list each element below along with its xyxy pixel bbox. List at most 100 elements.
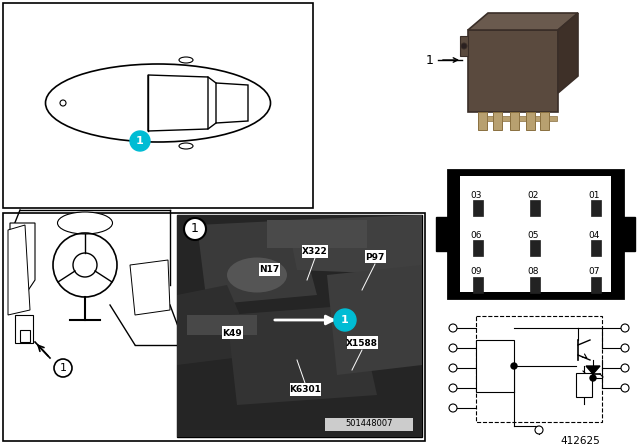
Text: 1: 1 — [341, 315, 349, 325]
Text: 08: 08 — [527, 267, 538, 276]
Bar — [15, 315, 33, 343]
Bar — [3, 213, 425, 441]
Bar — [448, 170, 623, 298]
Polygon shape — [177, 285, 257, 365]
Circle shape — [621, 344, 629, 352]
Circle shape — [449, 404, 457, 412]
Ellipse shape — [227, 258, 287, 293]
Polygon shape — [558, 13, 578, 93]
Bar — [289, 383, 321, 396]
Text: 1: 1 — [60, 363, 67, 373]
Bar — [519, 116, 527, 121]
Text: 03: 03 — [470, 190, 481, 199]
Circle shape — [60, 100, 66, 106]
Circle shape — [54, 359, 72, 377]
Text: 09: 09 — [470, 267, 481, 276]
Circle shape — [621, 364, 629, 372]
Bar — [540, 112, 549, 130]
Circle shape — [130, 131, 150, 151]
Bar — [468, 30, 558, 112]
Circle shape — [184, 218, 206, 240]
Polygon shape — [287, 215, 422, 275]
Bar — [476, 340, 514, 392]
Circle shape — [621, 324, 629, 332]
Bar — [473, 240, 483, 256]
Bar — [473, 277, 483, 293]
Bar — [549, 116, 557, 121]
Bar — [476, 316, 602, 422]
Text: 1: 1 — [191, 223, 199, 236]
Polygon shape — [10, 223, 35, 295]
Text: 501448007: 501448007 — [345, 419, 393, 428]
Bar — [530, 200, 540, 216]
Polygon shape — [148, 75, 208, 131]
Polygon shape — [327, 265, 422, 375]
Ellipse shape — [45, 64, 271, 142]
Polygon shape — [197, 220, 317, 305]
Bar — [187, 315, 257, 335]
Bar — [487, 116, 495, 121]
Bar — [259, 263, 280, 276]
Circle shape — [461, 43, 467, 49]
Circle shape — [449, 344, 457, 352]
Text: 06: 06 — [470, 231, 481, 240]
Text: 04: 04 — [588, 231, 600, 240]
Circle shape — [621, 384, 629, 392]
Bar — [591, 277, 601, 293]
Bar — [365, 250, 385, 263]
Bar — [3, 3, 313, 208]
Ellipse shape — [179, 57, 193, 63]
Bar — [325, 418, 413, 431]
Bar — [473, 200, 483, 216]
Ellipse shape — [58, 212, 113, 234]
Bar — [177, 215, 422, 437]
Text: X322: X322 — [302, 247, 328, 257]
Bar — [436, 217, 448, 251]
Circle shape — [449, 324, 457, 332]
Polygon shape — [8, 225, 30, 315]
Text: 07: 07 — [588, 267, 600, 276]
Text: 1: 1 — [426, 53, 434, 66]
Bar — [502, 116, 510, 121]
Text: 05: 05 — [527, 231, 538, 240]
Polygon shape — [177, 215, 422, 437]
Text: 412625: 412625 — [560, 436, 600, 446]
Polygon shape — [216, 83, 248, 123]
Circle shape — [449, 364, 457, 372]
Text: 02: 02 — [527, 190, 538, 199]
Polygon shape — [468, 13, 578, 30]
Bar — [530, 277, 540, 293]
Bar — [576, 373, 592, 397]
Bar — [20, 330, 30, 342]
Bar — [535, 116, 543, 121]
Circle shape — [334, 309, 356, 331]
Bar — [346, 336, 378, 349]
Circle shape — [511, 363, 517, 369]
Ellipse shape — [179, 143, 193, 149]
Bar — [302, 245, 328, 258]
Bar — [478, 112, 487, 130]
Bar — [591, 200, 601, 216]
Text: P97: P97 — [365, 253, 385, 262]
Polygon shape — [130, 260, 170, 315]
Text: 1: 1 — [136, 136, 144, 146]
Text: K6301: K6301 — [289, 385, 321, 395]
Text: X1588: X1588 — [346, 339, 378, 348]
Bar — [591, 240, 601, 256]
Bar — [530, 240, 540, 256]
Polygon shape — [586, 366, 600, 374]
Polygon shape — [227, 305, 377, 405]
Bar — [221, 326, 243, 339]
Bar — [526, 112, 535, 130]
Circle shape — [590, 375, 596, 381]
Bar — [460, 36, 468, 56]
Text: 01: 01 — [588, 190, 600, 199]
Bar — [623, 217, 635, 251]
Text: K49: K49 — [222, 328, 242, 337]
Circle shape — [535, 426, 543, 434]
Bar — [267, 220, 367, 248]
Bar — [493, 112, 502, 130]
Text: N17: N17 — [259, 266, 279, 275]
Bar — [510, 112, 519, 130]
Bar — [460, 176, 611, 292]
